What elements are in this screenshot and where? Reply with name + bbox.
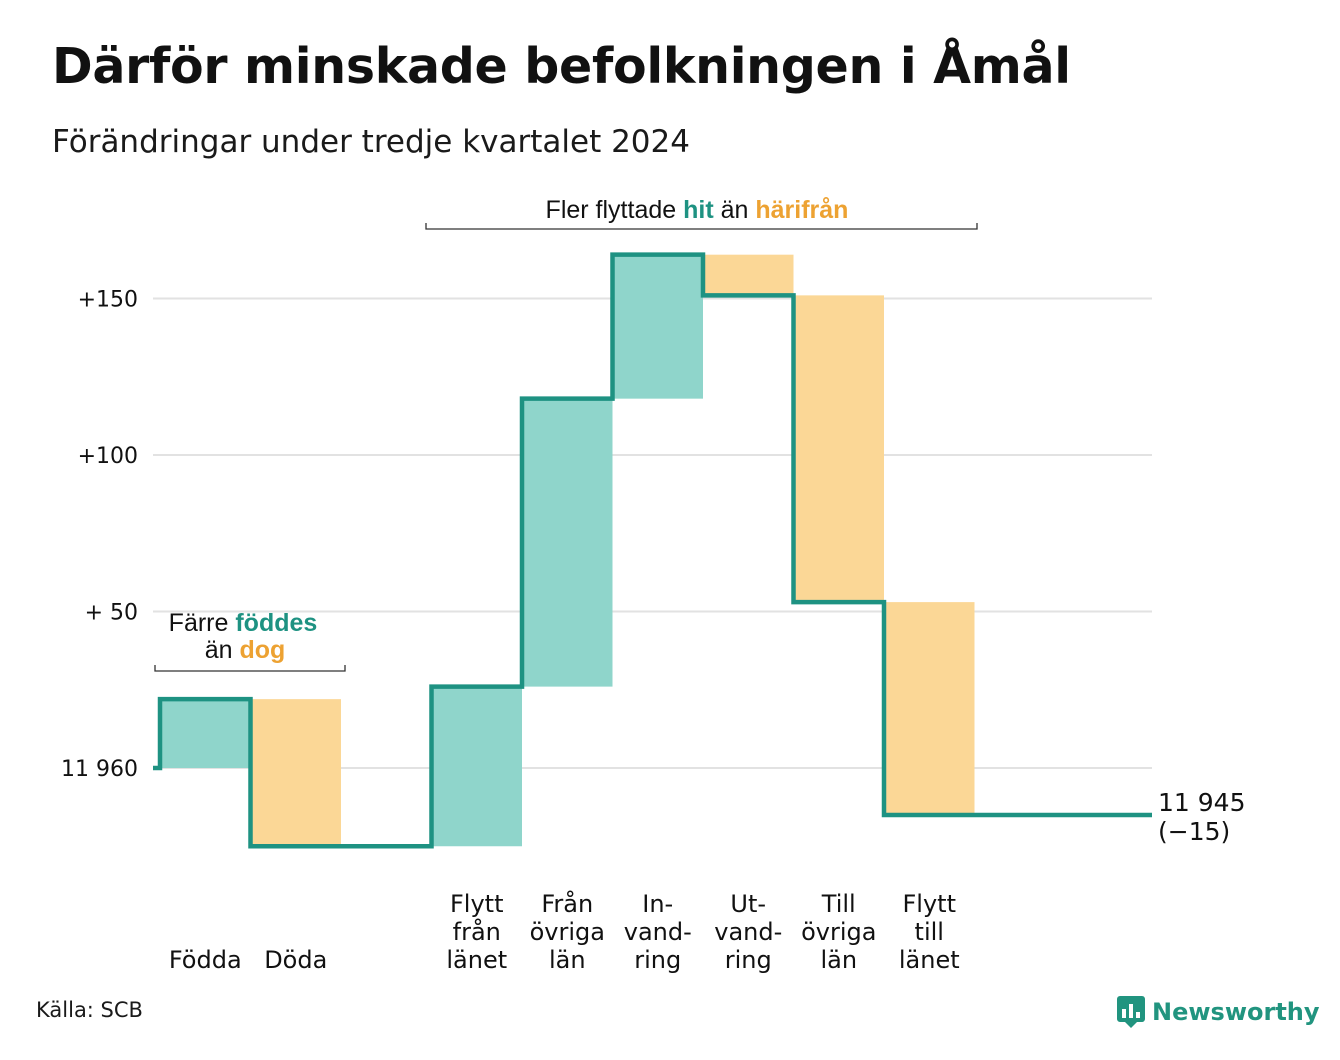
category-label-5-2: ring <box>634 946 681 974</box>
category-label-3-0: Flytt <box>450 890 504 918</box>
category-label-1-0: Döda <box>264 946 327 974</box>
y-tick-label-3: +150 <box>78 288 138 313</box>
brand-logo: Newsworthy <box>1116 992 1320 1032</box>
chart-title: Därför minskade befolkningen i Åmål <box>52 38 1071 95</box>
category-label-7-2: län <box>820 946 857 974</box>
bar-4 <box>522 398 613 687</box>
category-label-4-0: Från <box>541 889 593 918</box>
annotation-births-bracket <box>154 665 346 672</box>
category-label-0-0: Födda <box>169 946 242 974</box>
end-value-label: 11 945 <box>1158 788 1245 817</box>
brand-name: Newsworthy <box>1152 998 1320 1026</box>
category-label-5-1: vand- <box>624 918 692 946</box>
end-change-label: (−15) <box>1158 817 1230 846</box>
category-label-8-1: till <box>915 918 944 946</box>
category-label-4-2: län <box>549 946 586 974</box>
annotation-births-line1: Färre föddes <box>169 609 318 637</box>
bar-1 <box>250 699 341 847</box>
annotation-migration: Fler flyttade hit än härifrån <box>546 196 849 224</box>
bar-8 <box>884 602 975 815</box>
y-tick-label-0: 11 960 <box>61 757 138 782</box>
category-label-8-2: länet <box>899 946 960 974</box>
annotation-migration-bracket <box>425 223 978 230</box>
bar-3 <box>431 686 522 847</box>
annotation-births-line2: än dog <box>205 636 286 664</box>
category-label-3-2: länet <box>446 946 507 974</box>
bar-5 <box>612 254 703 399</box>
newsworthy-logo-icon <box>1117 996 1145 1028</box>
category-label-7-1: övriga <box>801 918 876 946</box>
bar-7 <box>793 295 884 603</box>
category-label-8-0: Flytt <box>903 890 957 918</box>
step-line <box>153 252 1152 849</box>
category-label-6-0: Ut- <box>730 890 766 918</box>
category-label-4-1: övriga <box>530 918 605 946</box>
category-label-6-2: ring <box>725 946 772 974</box>
bar-6 <box>703 254 794 296</box>
y-tick-label-2: +100 <box>78 444 138 469</box>
category-label-3-1: från <box>453 917 501 946</box>
category-label-6-1: vand- <box>714 918 782 946</box>
y-tick-label-1: + 50 <box>85 601 138 626</box>
category-label-7-0: Till <box>821 890 856 918</box>
chart-subtitle: Förändringar under tredje kvartalet 2024 <box>52 124 690 160</box>
source-note: Källa: SCB <box>36 998 143 1022</box>
category-label-5-0: In- <box>642 890 673 918</box>
bar-0 <box>160 699 251 768</box>
